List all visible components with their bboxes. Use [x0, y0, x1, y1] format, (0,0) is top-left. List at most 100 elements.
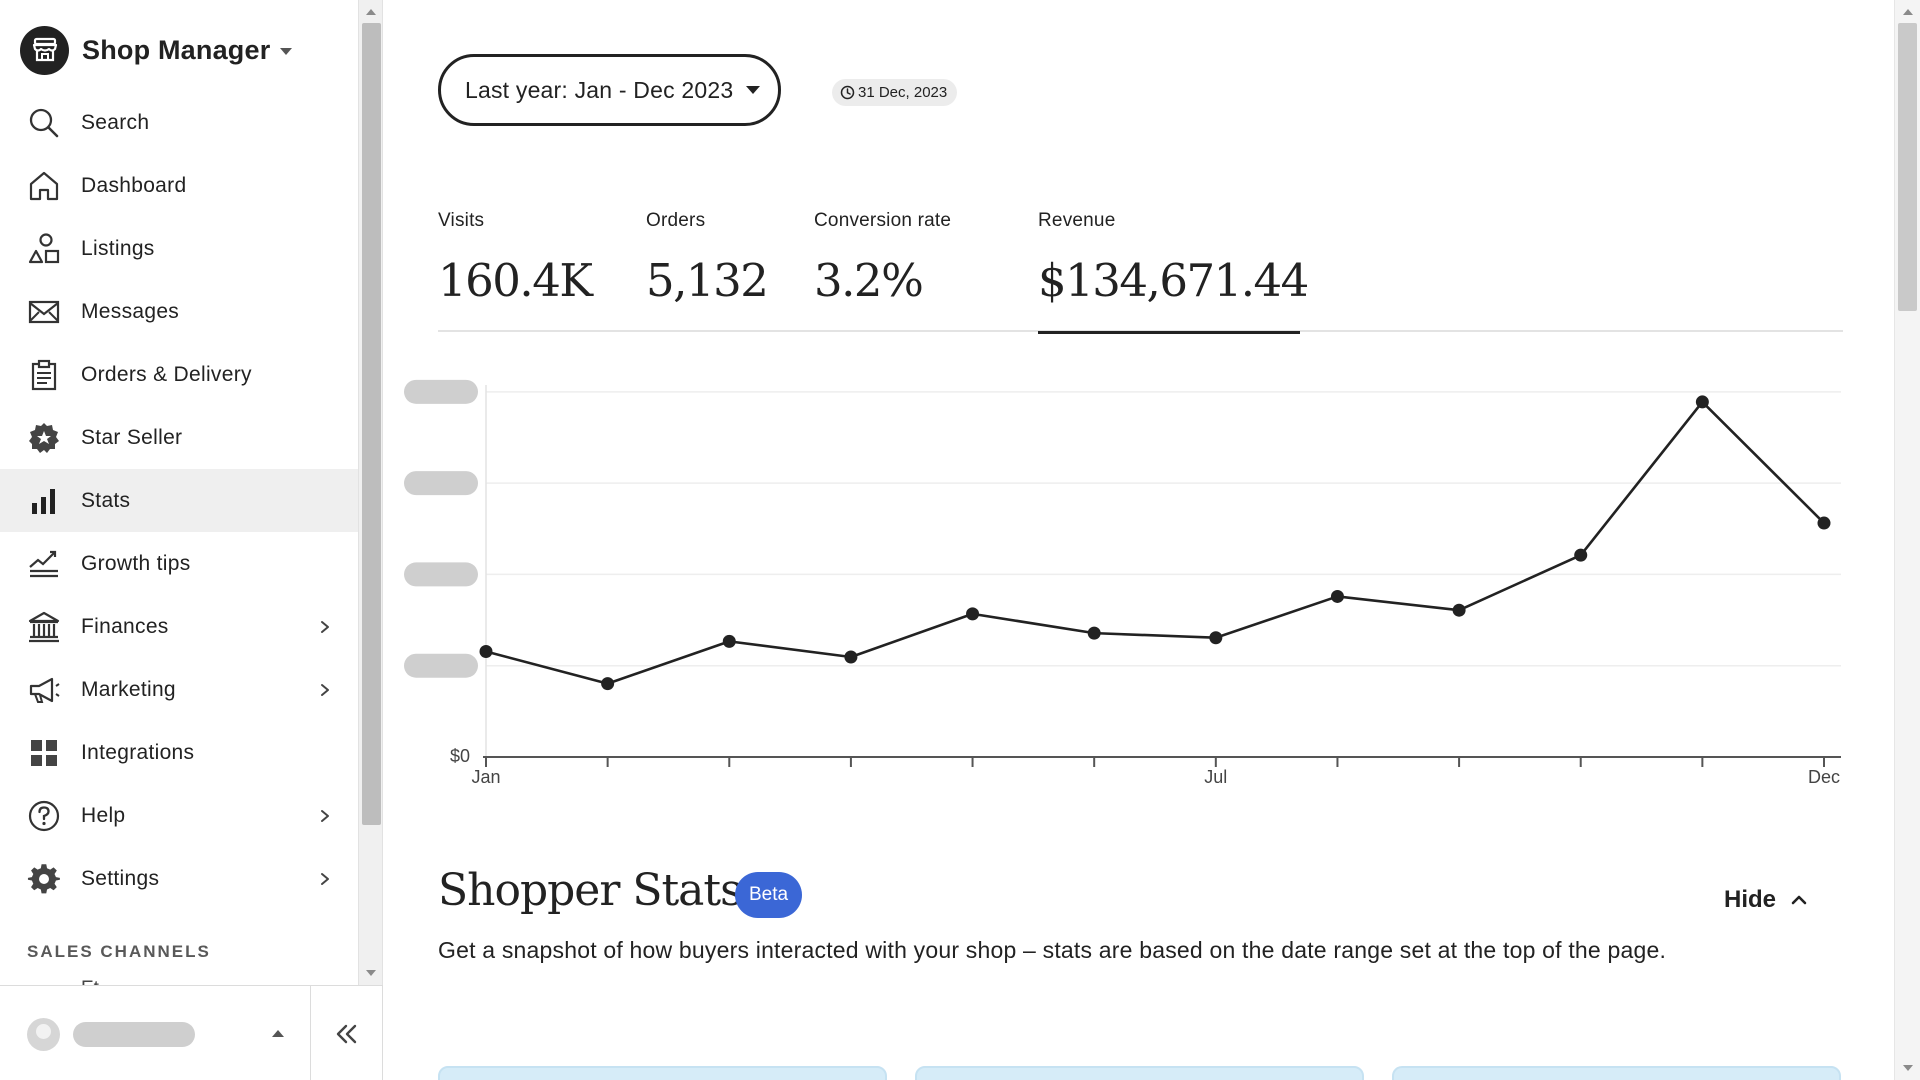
y-tick-label-hidden	[404, 471, 478, 496]
sidebar-item-integrations[interactable]: Integrations	[0, 721, 358, 784]
metric-tab-visits[interactable]: Visits 160.4K	[438, 210, 593, 332]
y-zero-label: $0	[450, 746, 470, 766]
shopper-stat-card	[915, 1066, 1364, 1080]
sales-channels-heading: SALES CHANNELS	[27, 942, 211, 961]
metric-value: 5,132	[646, 254, 769, 307]
date-range-dropdown[interactable]: Last year: Jan - Dec 2023	[438, 54, 781, 126]
revenue-chart: $0 Jan Jul Dec	[384, 360, 1894, 800]
bank-icon	[27, 610, 61, 644]
shopper-stats-description: Get a snapshot of how buyers interacted …	[438, 937, 1667, 963]
home-icon	[27, 169, 61, 203]
scroll-up-arrow-icon[interactable]	[366, 9, 376, 15]
sidebar-item-star-seller[interactable]: Star Seller	[0, 406, 358, 469]
data-point	[1817, 516, 1831, 530]
storefront-icon	[20, 25, 69, 75]
account-name-placeholder	[73, 1022, 195, 1047]
sidebar-item-label: Finances	[81, 614, 169, 638]
sidebar-scrollbar[interactable]	[358, 0, 383, 985]
data-point	[601, 677, 615, 691]
data-point	[966, 607, 980, 621]
data-point	[1209, 631, 1223, 645]
grid-icon	[27, 736, 61, 770]
y-tick-label-hidden	[404, 562, 478, 587]
metric-tab-conversion-rate[interactable]: Conversion rate 3.2%	[814, 210, 951, 332]
sidebar-item-settings[interactable]: Settings	[0, 847, 358, 910]
sidebar-item-label: Dashboard	[81, 173, 187, 197]
revenue-series-line	[485, 400, 1825, 685]
data-point	[1695, 395, 1709, 409]
shop-manager-switcher[interactable]: Shop Manager	[20, 25, 293, 75]
sidebar-item-label: Search	[81, 110, 150, 134]
search-icon	[27, 106, 61, 140]
sales-channel-item[interactable]: Et	[81, 978, 99, 985]
data-point	[722, 634, 736, 648]
caret-down-icon	[280, 48, 293, 55]
metric-value: $134,671.44	[1038, 254, 1309, 307]
data-point	[479, 644, 493, 658]
sidebar-item-messages[interactable]: Messages	[0, 280, 358, 343]
x-tick-label: Jul	[1204, 767, 1227, 787]
sidebar-footer	[0, 985, 383, 1080]
metric-label: Revenue	[1038, 210, 1116, 231]
double-chevron-left-icon	[336, 1024, 357, 1043]
sidebar-item-finances[interactable]: Finances	[0, 595, 358, 658]
clipboard-icon	[27, 358, 61, 392]
sidebar-item-label: Messages	[81, 299, 180, 323]
y-tick-label-hidden	[404, 379, 478, 404]
data-point	[1330, 589, 1344, 603]
shopper-stats-title: Shopper Stats	[438, 865, 743, 916]
sidebar-item-label: Marketing	[81, 677, 176, 701]
data-point	[1574, 548, 1588, 562]
sidebar-item-marketing[interactable]: Marketing	[0, 658, 358, 721]
sidebar-item-label: Listings	[81, 236, 155, 260]
scroll-down-arrow-icon[interactable]	[366, 970, 376, 976]
sidebar-item-label: Settings	[81, 866, 160, 890]
hide-shopper-stats-button[interactable]: Hide	[1724, 886, 1808, 914]
sidebar-item-search[interactable]: Search	[0, 91, 358, 154]
sidebar-item-listings[interactable]: Listings	[0, 217, 358, 280]
scroll-down-arrow-icon[interactable]	[1903, 1065, 1913, 1071]
star-badge-icon	[27, 421, 61, 455]
sidebar-item-stats[interactable]: Stats	[0, 469, 358, 532]
sidebar-item-orders-and-delivery[interactable]: Orders & Delivery	[0, 343, 358, 406]
sidebar-item-help[interactable]: Help	[0, 784, 358, 847]
bar-chart-icon	[27, 484, 61, 518]
sidebar-item-growth-tips[interactable]: Growth tips	[0, 532, 358, 595]
sidebar-scroll-thumb[interactable]	[362, 23, 381, 825]
chevron-right-icon	[318, 872, 332, 886]
caret-down-icon	[746, 86, 761, 94]
page-scrollbar[interactable]	[1894, 0, 1920, 1080]
metric-tab-orders[interactable]: Orders 5,132	[646, 210, 769, 332]
sidebar-item-label: Star Seller	[81, 425, 183, 449]
chevron-right-icon	[318, 809, 332, 823]
shapes-icon	[27, 232, 61, 266]
sidebar-item-label: Orders & Delivery	[81, 362, 252, 386]
main-content: Last year: Jan - Dec 2023 31 Dec, 2023 V…	[384, 0, 1894, 1080]
mail-icon	[27, 295, 61, 329]
chevron-up-icon	[1791, 895, 1807, 905]
page-scroll-thumb[interactable]	[1898, 23, 1917, 311]
collapse-sidebar-button[interactable]	[310, 986, 383, 1080]
sidebar: Shop Manager Search Dashboard Listings Mess…	[0, 0, 358, 985]
help-icon	[27, 799, 61, 833]
last-updated-badge: 31 Dec, 2023	[832, 79, 958, 106]
sidebar-nav: Search Dashboard Listings Messages Orders & …	[0, 91, 358, 910]
caret-up-icon	[272, 1030, 284, 1037]
date-range-label: Last year: Jan - Dec 2023	[465, 76, 734, 103]
chevron-right-icon	[318, 620, 332, 634]
metric-label: Orders	[646, 210, 706, 231]
scroll-up-arrow-icon[interactable]	[1903, 9, 1913, 15]
growth-icon	[27, 547, 61, 581]
gear-icon	[27, 862, 61, 896]
sidebar-item-label: Stats	[81, 488, 131, 512]
account-menu[interactable]	[0, 986, 310, 1080]
shopper-stat-card	[1392, 1066, 1841, 1080]
sidebar-item-dashboard[interactable]: Dashboard	[0, 154, 358, 217]
hide-label: Hide	[1724, 886, 1777, 913]
metric-label: Conversion rate	[814, 210, 952, 231]
beta-badge: Beta	[735, 872, 803, 918]
metric-tab-revenue[interactable]: Revenue $134,671.44	[1038, 210, 1309, 334]
chevron-right-icon	[318, 683, 332, 697]
sidebar-item-label: Integrations	[81, 740, 195, 764]
